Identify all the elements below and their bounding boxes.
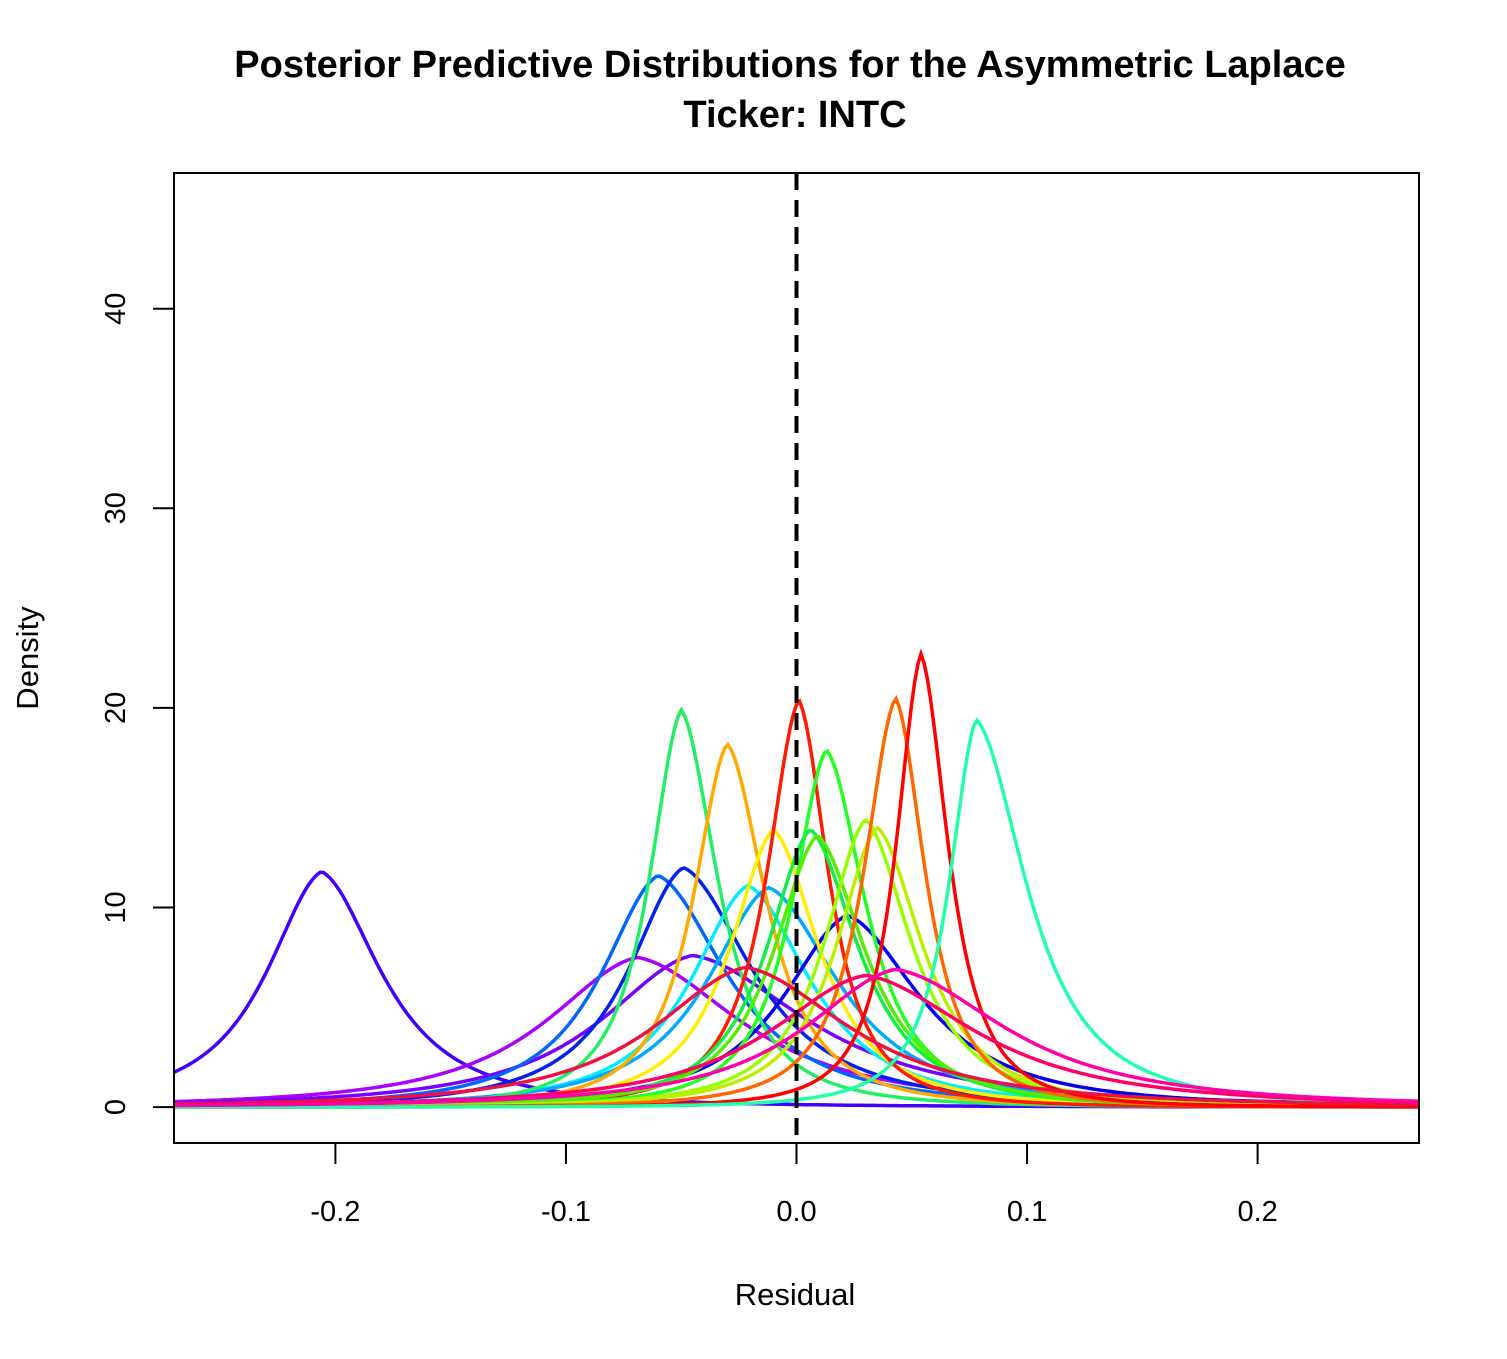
y-tick-label: 30 [100, 492, 132, 524]
x-tick-label: -0.2 [310, 1196, 360, 1228]
y-axis: 0 10 20 30 40 [100, 293, 175, 1115]
x-axis-title: Residual [735, 1277, 856, 1312]
x-tick-label: -0.1 [541, 1196, 591, 1228]
y-tick-label: 40 [100, 293, 132, 325]
x-axis: -0.2 -0.1 0.0 0.1 0.2 [310, 1142, 1278, 1228]
x-tick-label: 0.1 [1007, 1196, 1047, 1228]
y-tick-label: 10 [100, 891, 132, 923]
chart-subtitle: Ticker: INTC [683, 94, 906, 136]
x-tick-label: 0.2 [1237, 1196, 1277, 1228]
y-tick-label: 20 [100, 692, 132, 724]
y-tick-label: 0 [100, 1099, 132, 1115]
y-axis-title: Density [10, 606, 45, 710]
chart-title: Posterior Predictive Distributions for t… [234, 44, 1345, 86]
x-tick-label: 0.0 [776, 1196, 816, 1228]
density-curve-23 [174, 967, 1419, 1108]
